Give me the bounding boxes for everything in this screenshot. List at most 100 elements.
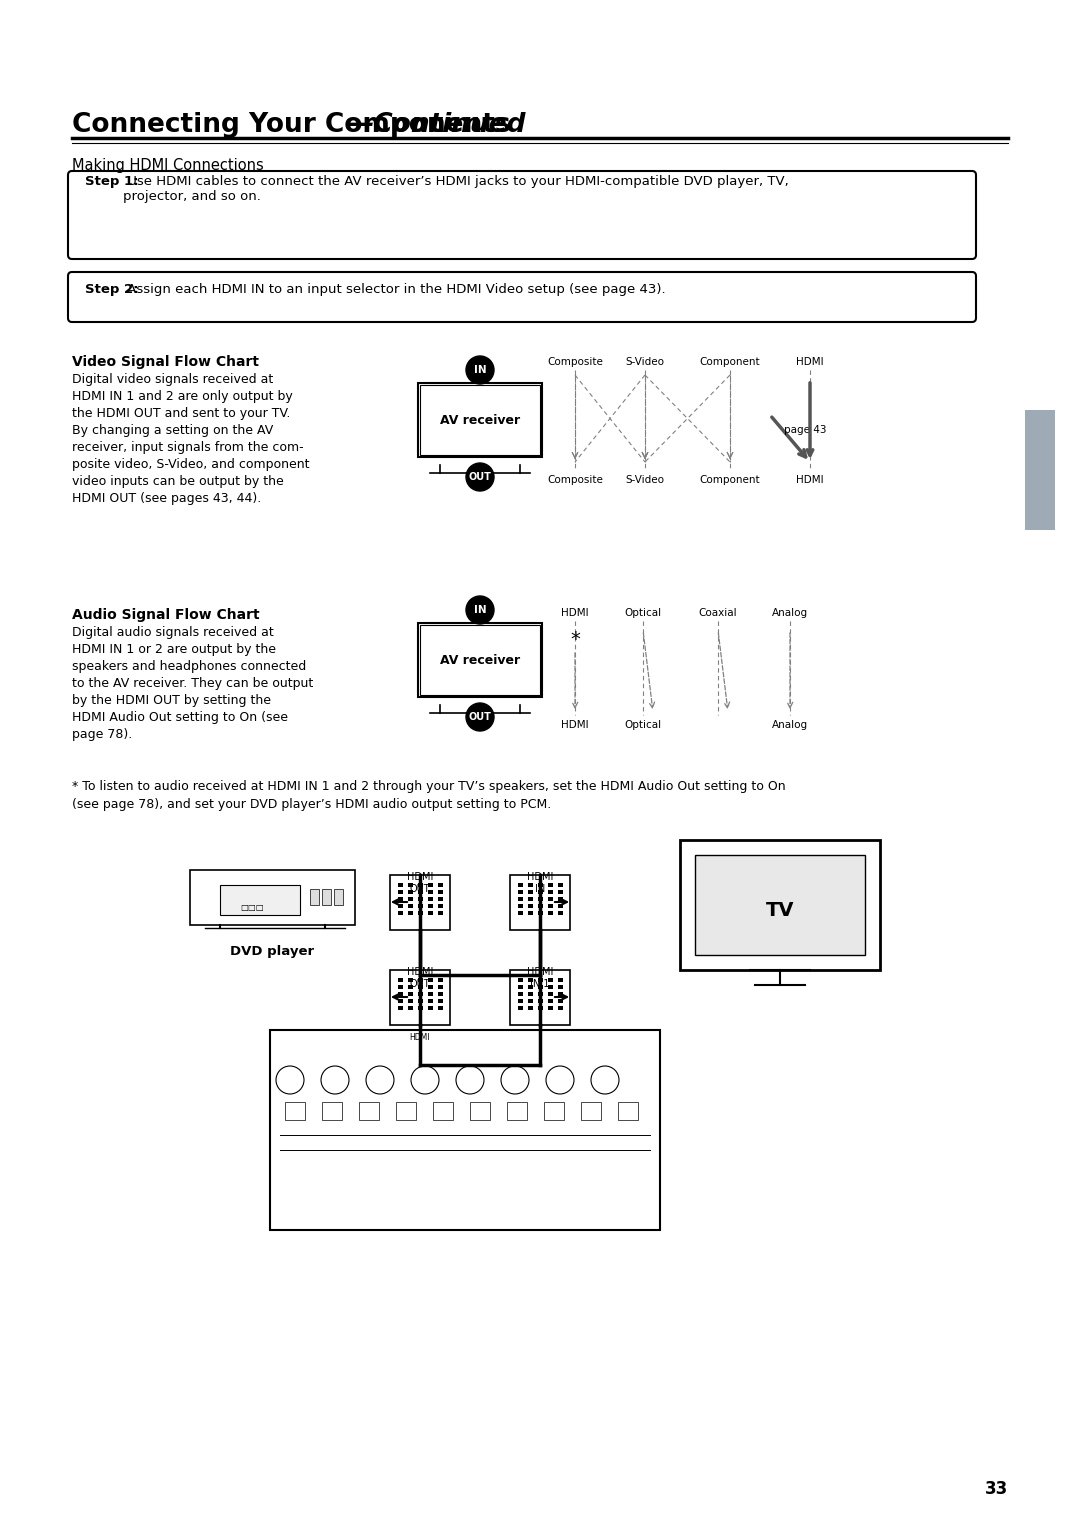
Bar <box>390 875 450 930</box>
Bar <box>548 890 553 893</box>
Text: Composite: Composite <box>548 475 603 486</box>
Bar <box>518 883 523 887</box>
Text: HDMI
IN: HDMI IN <box>527 872 553 893</box>
Bar <box>396 1102 416 1119</box>
Bar <box>399 912 403 915</box>
Bar <box>428 985 433 989</box>
Circle shape <box>465 463 494 492</box>
Bar <box>408 993 413 996</box>
Text: Connecting Your Components: Connecting Your Components <box>72 111 511 137</box>
Text: AV receiver: AV receiver <box>440 414 521 426</box>
Bar <box>558 896 563 901</box>
Bar <box>548 985 553 989</box>
Bar <box>418 623 542 696</box>
Bar <box>322 889 330 906</box>
Bar <box>528 890 534 893</box>
Text: HDMI
IN 1: HDMI IN 1 <box>527 967 553 988</box>
Circle shape <box>321 1066 349 1093</box>
Bar <box>438 896 443 901</box>
Bar <box>399 977 403 982</box>
Text: S-Video: S-Video <box>625 475 664 486</box>
Bar <box>399 904 403 909</box>
Bar <box>433 1102 453 1119</box>
Text: Analog: Analog <box>772 608 808 618</box>
Bar <box>418 985 423 989</box>
Text: Digital audio signals received at
HDMI IN 1 or 2 are output by the
speakers and : Digital audio signals received at HDMI I… <box>72 626 313 741</box>
Text: page 43: page 43 <box>784 425 826 435</box>
Bar <box>538 883 543 887</box>
Text: OUT: OUT <box>469 712 491 722</box>
Text: IN: IN <box>474 365 486 376</box>
Circle shape <box>501 1066 529 1093</box>
Bar <box>518 890 523 893</box>
Text: Video Signal Flow Chart: Video Signal Flow Chart <box>72 354 259 370</box>
Bar <box>438 904 443 909</box>
Bar <box>544 1102 564 1119</box>
Bar <box>399 883 403 887</box>
Bar <box>548 904 553 909</box>
Bar <box>528 1006 534 1009</box>
Bar <box>538 1006 543 1009</box>
Bar <box>408 977 413 982</box>
Bar <box>399 1006 403 1009</box>
Bar <box>528 993 534 996</box>
Text: HDMI: HDMI <box>562 608 589 618</box>
Text: □□□: □□□ <box>240 902 264 912</box>
Text: HDMI: HDMI <box>796 475 824 486</box>
Text: Optical: Optical <box>624 608 662 618</box>
Bar <box>418 977 423 982</box>
Text: Component: Component <box>700 357 760 366</box>
Text: IN: IN <box>474 605 486 615</box>
Bar <box>538 977 543 982</box>
FancyBboxPatch shape <box>68 272 976 322</box>
Text: Optical: Optical <box>624 721 662 730</box>
Bar <box>548 896 553 901</box>
Text: * To listen to audio received at HDMI IN 1 and 2 through your TV’s speakers, set: * To listen to audio received at HDMI IN… <box>72 780 785 811</box>
Bar <box>408 883 413 887</box>
Bar <box>418 912 423 915</box>
Bar <box>438 977 443 982</box>
Bar <box>558 890 563 893</box>
Bar <box>558 1006 563 1009</box>
Bar <box>418 890 423 893</box>
Bar <box>408 896 413 901</box>
Text: HDMI
OUT: HDMI OUT <box>407 872 433 893</box>
Bar <box>220 886 300 915</box>
Text: *: * <box>570 631 580 649</box>
Bar <box>408 985 413 989</box>
Bar <box>548 883 553 887</box>
Text: Use HDMI cables to connect the AV receiver’s HDMI jacks to your HDMI-compatible : Use HDMI cables to connect the AV receiv… <box>123 176 788 203</box>
Bar <box>558 912 563 915</box>
Bar <box>528 999 534 1003</box>
Bar <box>399 999 403 1003</box>
Bar <box>408 890 413 893</box>
Circle shape <box>366 1066 394 1093</box>
FancyBboxPatch shape <box>68 171 976 260</box>
Bar <box>518 912 523 915</box>
Bar <box>518 1006 523 1009</box>
Text: Assign each HDMI IN to an input selector in the HDMI Video setup (see page 43).: Assign each HDMI IN to an input selector… <box>123 282 665 296</box>
Bar <box>190 870 355 925</box>
Bar <box>538 904 543 909</box>
Bar <box>399 890 403 893</box>
Text: Step 1:: Step 1: <box>85 176 138 188</box>
Bar <box>420 385 540 455</box>
Bar <box>428 883 433 887</box>
Bar <box>528 977 534 982</box>
Bar <box>438 999 443 1003</box>
Text: HDMI: HDMI <box>409 1032 430 1041</box>
Bar <box>322 1102 342 1119</box>
Bar <box>538 993 543 996</box>
Bar <box>558 883 563 887</box>
Bar <box>528 896 534 901</box>
Bar <box>558 999 563 1003</box>
Text: Analog: Analog <box>772 721 808 730</box>
Bar <box>428 896 433 901</box>
Text: HDMI
OUT: HDMI OUT <box>407 967 433 988</box>
Bar <box>438 1006 443 1009</box>
Bar <box>510 875 570 930</box>
Text: DVD player: DVD player <box>230 945 314 957</box>
Circle shape <box>456 1066 484 1093</box>
Bar <box>548 999 553 1003</box>
Bar <box>518 977 523 982</box>
